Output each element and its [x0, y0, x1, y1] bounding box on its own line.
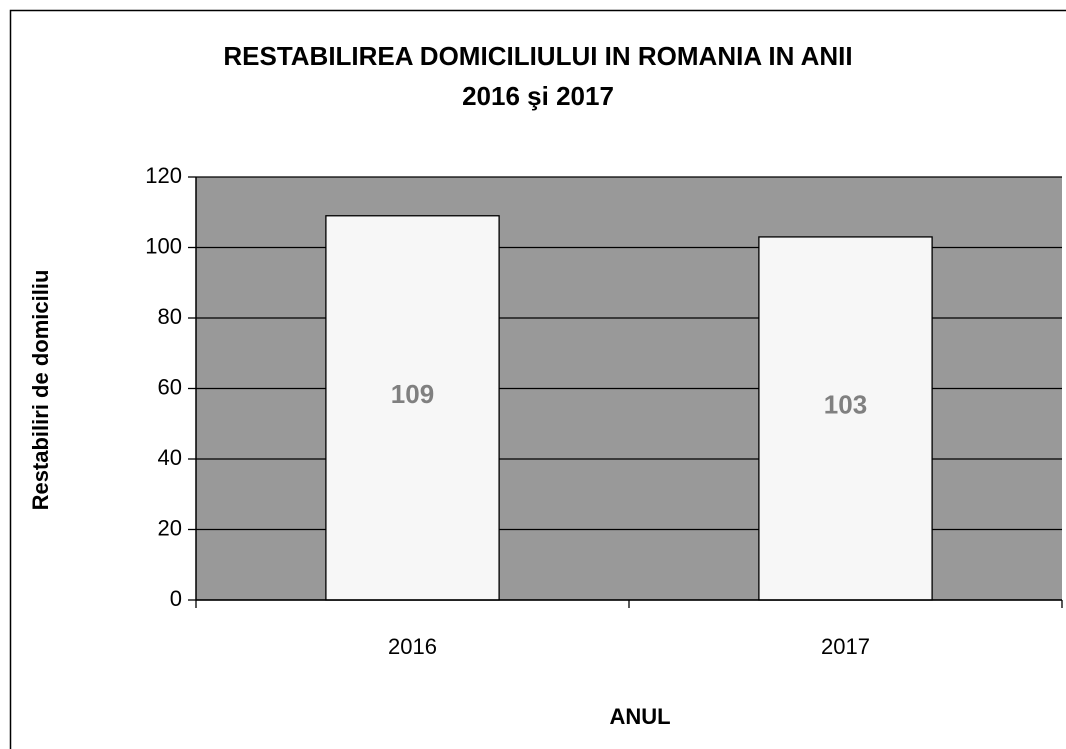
- chart-title: 2016 şi 2017: [462, 81, 614, 111]
- x-tick-label: 2016: [388, 634, 437, 659]
- value-label: 103: [824, 389, 867, 419]
- y-tick-label: 40: [158, 445, 182, 470]
- y-axis-label: Restabiliri de domiciliu: [28, 270, 53, 511]
- y-tick-label: 100: [145, 233, 182, 258]
- x-tick-label: 2017: [821, 634, 870, 659]
- bar: [325, 215, 500, 601]
- y-tick-label: 80: [158, 304, 182, 329]
- bar: [758, 236, 933, 601]
- chart-title: RESTABILIREA DOMICILIULUI IN ROMANIA IN …: [223, 41, 852, 71]
- y-tick-label: 20: [158, 515, 182, 540]
- y-tick-label: 60: [158, 374, 182, 399]
- value-label: 109: [391, 379, 434, 409]
- x-axis-label: ANUL: [609, 704, 670, 729]
- y-tick-label: 120: [145, 163, 182, 188]
- y-tick-label: 0: [170, 586, 182, 611]
